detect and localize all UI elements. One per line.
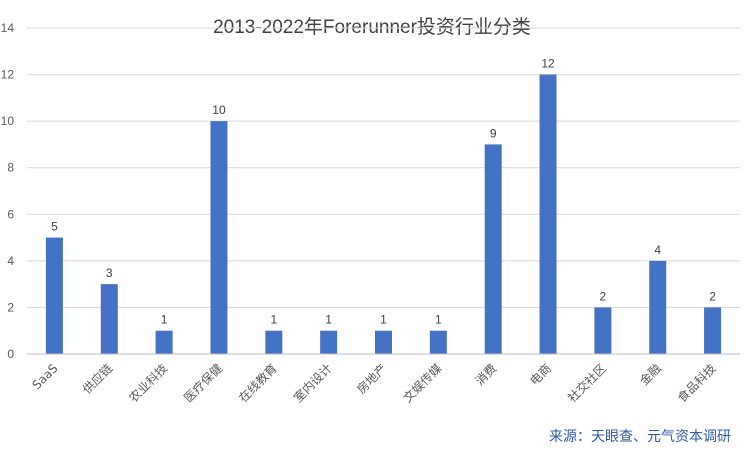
bar xyxy=(594,307,612,354)
y-tick-label: 4 xyxy=(7,254,14,268)
data-label: 5 xyxy=(51,220,58,234)
bar xyxy=(210,121,228,355)
bar xyxy=(265,330,283,354)
bar xyxy=(155,330,173,354)
data-label: 4 xyxy=(654,243,661,257)
y-tick-label: 10 xyxy=(1,114,15,128)
bar xyxy=(375,330,392,354)
x-tick-label: 医疗保健 xyxy=(181,361,225,405)
x-tick-label: 室内设计 xyxy=(290,361,335,406)
y-tick-label: 8 xyxy=(7,161,14,175)
data-label: 1 xyxy=(325,313,332,327)
data-label: 1 xyxy=(435,313,442,327)
data-label: 12 xyxy=(541,57,555,71)
bar xyxy=(704,307,722,354)
bar xyxy=(429,330,447,354)
y-tick-label: 14 xyxy=(1,21,15,35)
bar xyxy=(100,284,118,354)
bar xyxy=(539,74,557,355)
bar xyxy=(45,237,63,354)
chart-title: 2013-2022年Forerunner投资行业分类 xyxy=(213,16,531,38)
y-tick-label: 12 xyxy=(1,68,15,82)
data-label: 1 xyxy=(270,313,277,327)
data-label: 1 xyxy=(380,313,387,327)
data-label: 2 xyxy=(709,289,716,303)
data-label: 10 xyxy=(212,103,226,117)
x-tick-label: 供应链 xyxy=(79,361,115,397)
data-label: 9 xyxy=(490,126,497,140)
bar xyxy=(484,144,502,354)
data-label: 1 xyxy=(161,313,168,327)
x-tick-label: 社交社区 xyxy=(564,361,609,406)
x-tick-label: 食品科技 xyxy=(674,361,719,406)
x-axis-ticks: SaaS 供应链 农业科技 医疗保健 在线教育 室内设计 房地产 文娱传媒 消费 电商 社交社区 金融… xyxy=(29,361,718,406)
x-tick-label: 电商 xyxy=(527,361,555,389)
x-tick-label: SaaS xyxy=(29,361,60,392)
data-label: 2 xyxy=(600,289,607,303)
x-tick-label: 农业科技 xyxy=(126,361,170,405)
x-tick-label: 文娱传媒 xyxy=(400,361,445,406)
y-tick-label: 2 xyxy=(7,300,14,314)
data-labels: 5 3 1 10 1 1 1 1 9 12 2 4 2 xyxy=(51,57,716,327)
x-tick-label: 房地产 xyxy=(354,361,390,397)
bar xyxy=(320,330,338,354)
bars xyxy=(45,74,722,355)
y-axis-ticks: 0 2 4 6 8 10 12 14 xyxy=(1,21,15,361)
x-tick-label: 金融 xyxy=(636,361,664,389)
y-tick-label: 0 xyxy=(7,347,14,361)
x-tick-label: 在线教育 xyxy=(235,361,280,406)
x-tick-label: 消费 xyxy=(472,361,499,388)
bar xyxy=(649,260,667,354)
y-tick-label: 6 xyxy=(7,207,14,221)
data-label: 3 xyxy=(106,266,113,280)
gridlines xyxy=(27,27,740,308)
source-note: 来源：天眼查、元气资本调研 xyxy=(549,429,731,445)
